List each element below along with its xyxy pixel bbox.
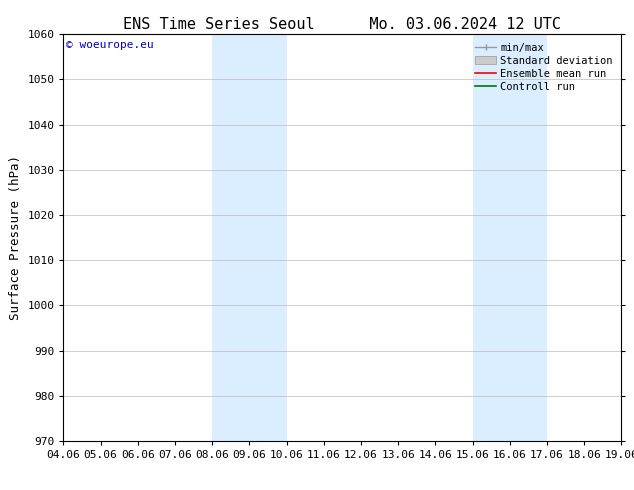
- Bar: [212, 34, 287, 441]
- Title: ENS Time Series Seoul      Mo. 03.06.2024 12 UTC: ENS Time Series Seoul Mo. 03.06.2024 12 …: [124, 17, 561, 32]
- Y-axis label: Surface Pressure (hPa): Surface Pressure (hPa): [9, 155, 22, 320]
- Legend: min/max, Standard deviation, Ensemble mean run, Controll run: min/max, Standard deviation, Ensemble me…: [472, 40, 616, 95]
- Text: © woeurope.eu: © woeurope.eu: [66, 40, 154, 50]
- Bar: [472, 34, 547, 441]
